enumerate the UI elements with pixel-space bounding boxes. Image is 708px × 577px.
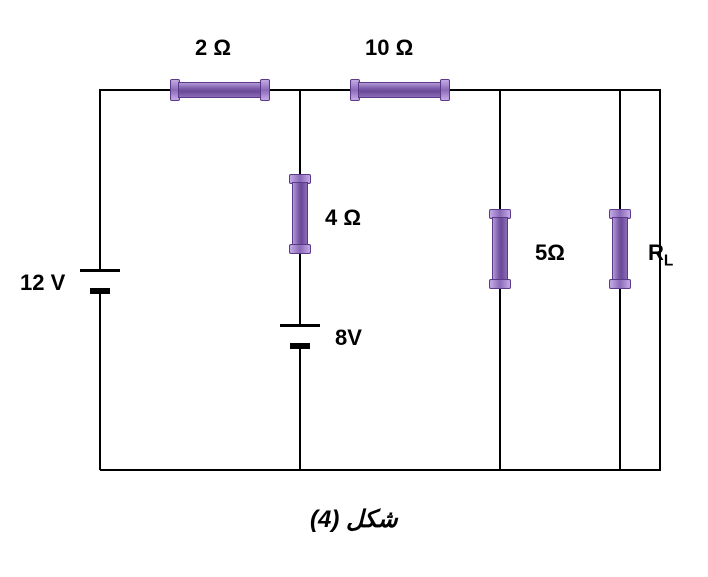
figure-caption: شكل (4) [310,505,398,534]
wire [450,89,660,91]
wire [99,89,101,269]
circuit-diagram: 2 Ω 10 Ω 4 Ω 5Ω RL 12 V 8V شكل (4) [0,0,708,577]
label-v2: 8V [335,325,362,351]
wire [99,294,101,470]
label-rl: RL [648,240,673,270]
resistor-r3 [289,174,311,254]
wire [299,89,301,174]
resistor-r2 [350,79,450,101]
wire [299,349,301,470]
label-v1: 12 V [20,270,65,296]
label-r3: 4 Ω [325,205,361,231]
wire [619,89,621,209]
wire [499,289,501,470]
wire [299,254,301,324]
label-r2: 10 Ω [365,35,413,61]
label-r1: 2 Ω [195,35,231,61]
wire [100,89,170,91]
wire [659,89,661,471]
wire [499,89,501,209]
resistor-rl [609,209,631,289]
resistor-r1 [170,79,270,101]
wire [330,89,350,91]
wire [100,469,660,471]
wire [619,289,621,470]
resistor-r4 [489,209,511,289]
battery-v1-positive [80,269,120,272]
battery-v2-positive [280,324,320,327]
label-r4: 5Ω [535,240,565,266]
